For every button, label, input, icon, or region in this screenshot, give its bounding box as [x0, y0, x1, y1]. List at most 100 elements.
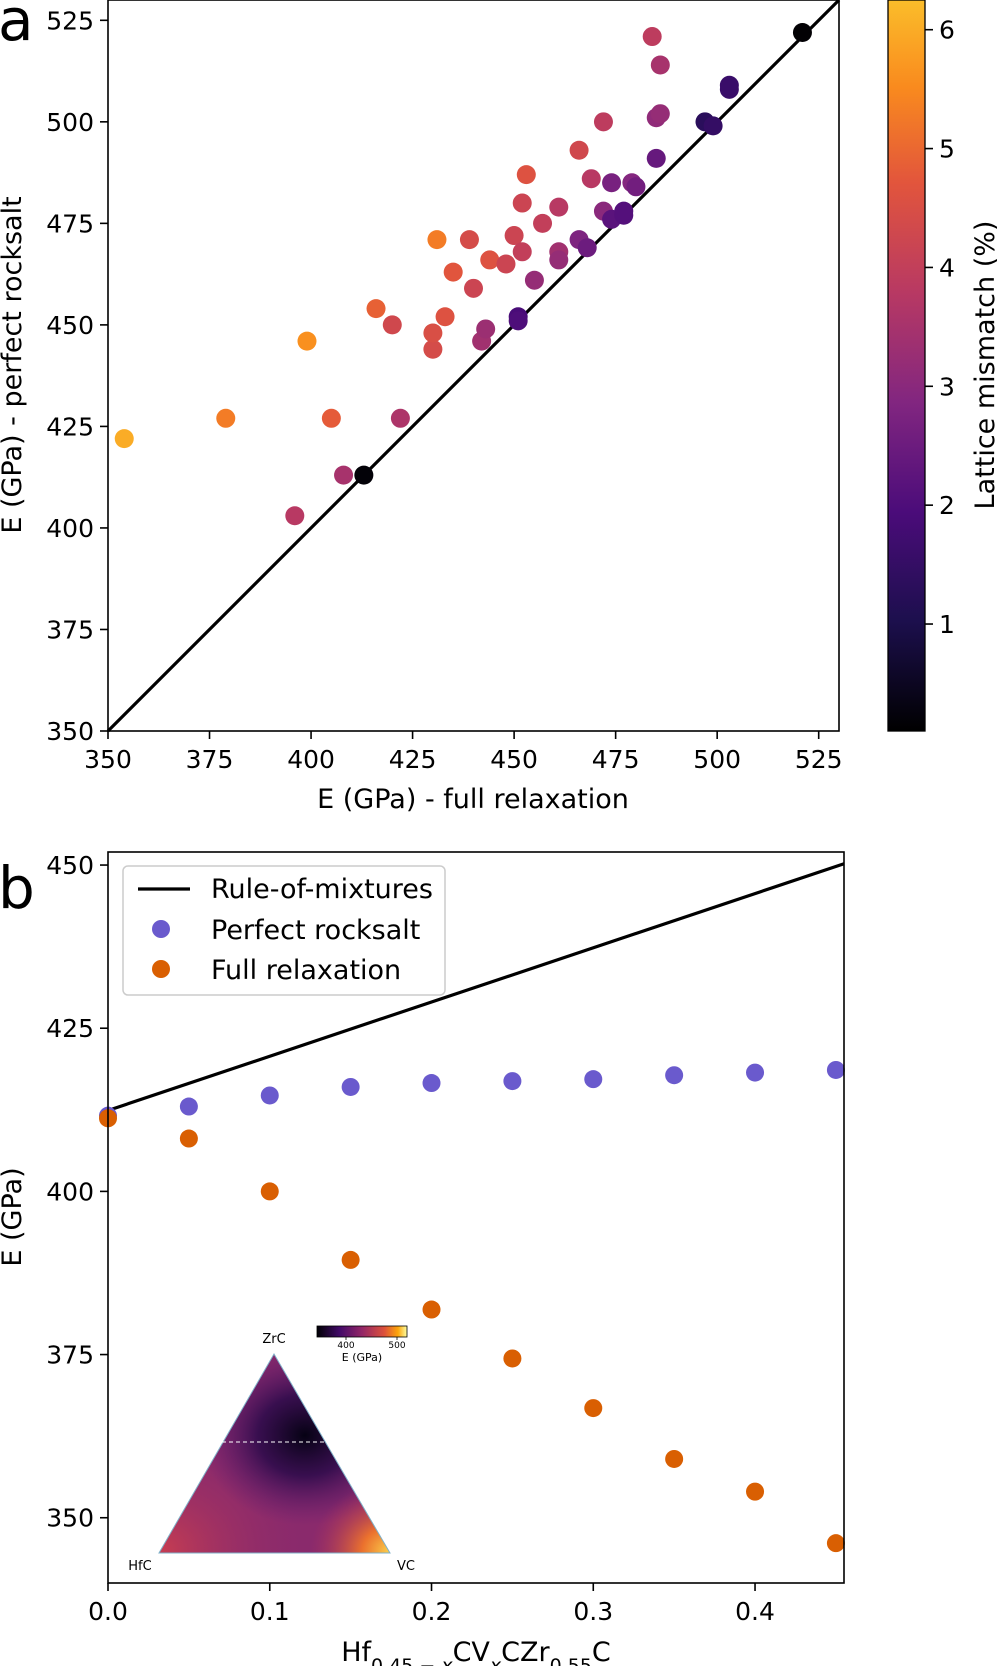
ternary-corner-zrc: ZrC — [262, 1332, 285, 1347]
scatter-point — [746, 1063, 765, 1082]
scatter-point — [260, 1182, 279, 1201]
x-tick-label: 525 — [795, 745, 843, 774]
x-tick-label: 400 — [287, 745, 335, 774]
y-tick-label: 375 — [46, 615, 94, 644]
y-tick-label: 425 — [46, 1014, 94, 1043]
legend-relaxation-swatch — [152, 960, 170, 978]
panel-a-plot-frame — [107, 0, 840, 732]
panel-b-label: b — [0, 854, 35, 922]
colorbar-ticks: 1 2 3 4 5 6 — [925, 16, 955, 639]
legend-rule-of-mixtures: Rule-of-mixtures — [211, 874, 433, 905]
y-tick-label: 450 — [46, 311, 94, 340]
colorbar-tick-label: 3 — [939, 372, 955, 401]
panel-b-y-axis-label: E (GPa) — [0, 1167, 28, 1266]
scatter-point — [508, 311, 528, 331]
scatter-point — [179, 1129, 198, 1148]
scatter-point — [593, 112, 613, 132]
scatter-point — [464, 278, 483, 298]
scatter-point — [114, 429, 134, 449]
ternary-corner-vc: VC — [397, 1559, 415, 1574]
y-tick-label: 500 — [46, 108, 94, 137]
scatter-point — [626, 177, 646, 197]
panel-a-label: a — [0, 0, 34, 54]
x-tick-label: 375 — [186, 745, 234, 774]
colorbar: 1 2 3 4 5 6 Lattice mismatch (%) — [887, 0, 997, 732]
scatter-point — [503, 1349, 522, 1368]
x-tick-label: 0.1 — [250, 1597, 290, 1626]
scatter-point — [584, 1070, 603, 1089]
scatter-point — [476, 319, 496, 339]
colorbar-gradient — [887, 0, 926, 732]
panel-b-ticks: 0.0 0.1 0.2 0.3 0.4 350 375 400 425 450 — [46, 851, 775, 1626]
inset-colorbar-tick-400: 400 — [337, 1341, 354, 1351]
scatter-point — [216, 408, 236, 428]
x-tick-label: 0.2 — [412, 1597, 452, 1626]
colorbar-tick-label: 2 — [939, 491, 955, 520]
scatter-point — [584, 1399, 603, 1418]
scatter-point — [533, 213, 553, 233]
scatter-point — [422, 1300, 441, 1319]
scatter-point — [602, 173, 622, 193]
x-tick-label: 350 — [84, 745, 132, 774]
scatter-point — [423, 323, 443, 343]
ternary-outline — [158, 1353, 391, 1554]
colorbar-label: Lattice mismatch (%) — [970, 221, 997, 510]
scatter-point — [427, 230, 447, 250]
legend-perfect-swatch — [152, 920, 170, 938]
inset-colorbar-tick-500: 500 — [388, 1341, 405, 1351]
legend-box — [122, 865, 446, 996]
x-tick-label: 0.0 — [88, 1597, 128, 1626]
ternary-inset: ZrC HfC VC 400 500 E (GPa) — [128, 1325, 415, 1574]
scatter-point — [285, 506, 305, 526]
scatter-point — [581, 169, 601, 189]
scatter-point — [826, 1534, 845, 1553]
y-tick-label: 375 — [46, 1341, 94, 1370]
scatter-point — [341, 1250, 360, 1269]
x-tick-label: 475 — [592, 745, 640, 774]
scatter-point — [354, 465, 374, 485]
colorbar-tick-label: 5 — [939, 135, 955, 164]
scatter-point — [719, 75, 739, 95]
scatter-point — [746, 1482, 765, 1501]
scatter-point — [826, 1060, 845, 1079]
perfect-rocksalt-points — [99, 1060, 845, 1125]
scatter-point — [569, 140, 589, 160]
rule-of-mixtures-line — [107, 862, 845, 1112]
y-tick-label: 400 — [46, 1177, 94, 1206]
scatter-point — [443, 262, 463, 282]
scatter-point — [577, 238, 597, 258]
scatter-point — [512, 193, 532, 213]
scatter-point — [614, 201, 634, 221]
scatter-point — [703, 116, 723, 136]
scatter-point — [665, 1449, 684, 1468]
scatter-point — [650, 104, 670, 124]
scatter-point — [646, 148, 666, 168]
scatter-point — [549, 197, 569, 217]
panel-b-plot-frame — [107, 851, 845, 1584]
colorbar-tick-label: 6 — [939, 16, 955, 45]
scatter-point — [524, 270, 544, 290]
scatter-point — [382, 315, 402, 335]
x-tick-label: 425 — [389, 745, 437, 774]
scatter-point — [390, 408, 410, 428]
y-tick-label: 425 — [46, 412, 94, 441]
y-tick-label: 400 — [46, 514, 94, 543]
scatter-point — [503, 1072, 522, 1091]
scatter-point — [665, 1066, 684, 1085]
y-tick-label: 350 — [46, 717, 94, 746]
scatter-point — [496, 254, 516, 274]
scatter-point — [334, 465, 354, 485]
scatter-point — [423, 339, 443, 359]
legend-full-relaxation: Full relaxation — [211, 955, 401, 986]
scatter-point — [297, 331, 317, 351]
x-tick-label: 0.4 — [735, 1597, 775, 1626]
scatter-point — [650, 55, 670, 75]
inset-colorbar-gradient — [316, 1325, 408, 1338]
legend: Rule-of-mixtures Perfect rocksalt Full r… — [122, 865, 446, 996]
scatter-point — [792, 22, 812, 42]
panel-b-x-axis-label: Hf0.45 − xCVxCZr0.55C — [341, 1637, 611, 1666]
scatter-point — [642, 27, 662, 47]
panel-a-y-axis-label: E (GPa) - perfect rocksalt — [0, 196, 28, 533]
scatter-point — [459, 230, 479, 250]
